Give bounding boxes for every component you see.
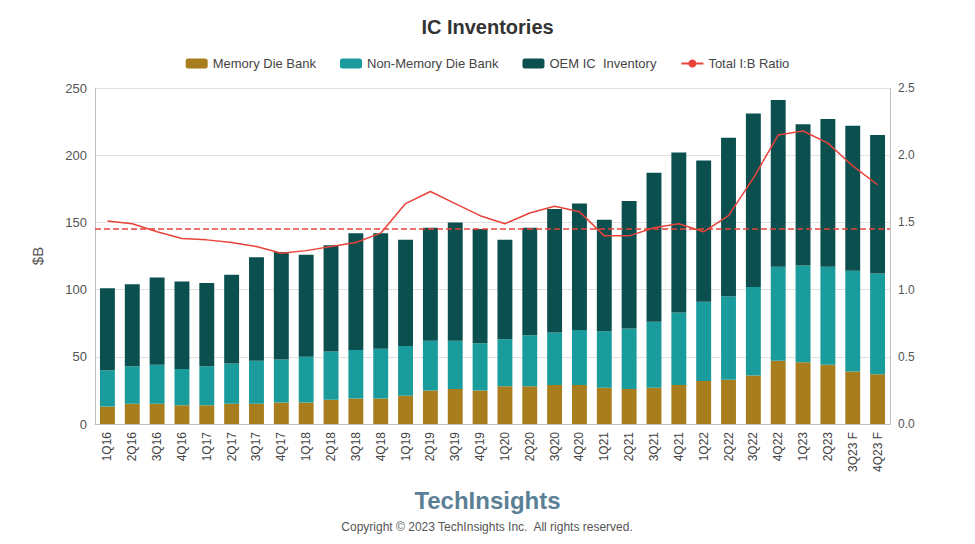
svg-text:4Q23 F: 4Q23 F [871,432,885,472]
svg-text:4Q21: 4Q21 [672,432,686,462]
svg-text:Memory Die Bank: Memory Die Bank [213,56,317,71]
svg-text:OEM IC Inventory: OEM IC Inventory [549,56,656,71]
svg-text:1Q17: 1Q17 [200,432,214,462]
svg-text:4Q20: 4Q20 [572,432,586,462]
svg-text:2Q16: 2Q16 [125,432,139,462]
svg-text:0: 0 [80,417,87,432]
svg-text:$B: $B [29,247,46,265]
svg-text:3Q18: 3Q18 [349,432,363,462]
svg-text:1Q16: 1Q16 [100,432,114,462]
svg-text:3Q16: 3Q16 [150,432,164,462]
svg-text:2Q18: 2Q18 [324,432,338,462]
svg-text:50: 50 [73,349,87,364]
svg-text:3Q20: 3Q20 [548,432,562,462]
svg-text:0.5: 0.5 [898,350,915,364]
svg-text:1.5: 1.5 [898,215,915,229]
svg-text:1Q22: 1Q22 [697,432,711,462]
svg-text:4Q18: 4Q18 [374,432,388,462]
svg-text:1Q20: 1Q20 [498,432,512,462]
svg-text:250: 250 [65,81,87,96]
svg-text:4Q17: 4Q17 [274,432,288,462]
svg-text:2.5: 2.5 [898,81,915,95]
svg-text:150: 150 [65,215,87,230]
svg-text:Non-Memory Die Bank: Non-Memory Die Bank [367,56,499,71]
svg-text:Copyright © 2023 TechInsights: Copyright © 2023 TechInsights Inc. All r… [341,520,632,534]
svg-text:3Q23 F: 3Q23 F [846,432,860,472]
svg-text:2Q21: 2Q21 [622,432,636,462]
svg-text:Total I:B Ratio: Total I:B Ratio [708,56,789,71]
svg-text:1Q23: 1Q23 [796,432,810,462]
svg-text:2Q23: 2Q23 [821,432,835,462]
svg-text:4Q22: 4Q22 [771,432,785,462]
svg-text:IC Inventories: IC Inventories [421,16,553,38]
svg-text:3Q19: 3Q19 [448,432,462,462]
svg-text:0.0: 0.0 [898,417,915,431]
svg-text:2Q22: 2Q22 [722,432,736,462]
svg-text:3Q17: 3Q17 [249,432,263,462]
svg-text:4Q16: 4Q16 [175,432,189,462]
svg-text:1Q21: 1Q21 [597,432,611,462]
svg-text:2Q20: 2Q20 [523,432,537,462]
svg-text:1Q18: 1Q18 [299,432,313,462]
svg-text:3Q22: 3Q22 [746,432,760,462]
svg-text:1.0: 1.0 [898,283,915,297]
svg-text:1Q19: 1Q19 [399,432,413,462]
svg-text:2Q17: 2Q17 [225,432,239,462]
svg-text:4Q19: 4Q19 [473,432,487,462]
svg-text:3Q21: 3Q21 [647,432,661,462]
svg-text:TechInsights: TechInsights [414,487,560,514]
svg-text:2.0: 2.0 [898,148,915,162]
svg-text:200: 200 [65,148,87,163]
svg-text:100: 100 [65,282,87,297]
svg-text:2Q19: 2Q19 [423,432,437,462]
